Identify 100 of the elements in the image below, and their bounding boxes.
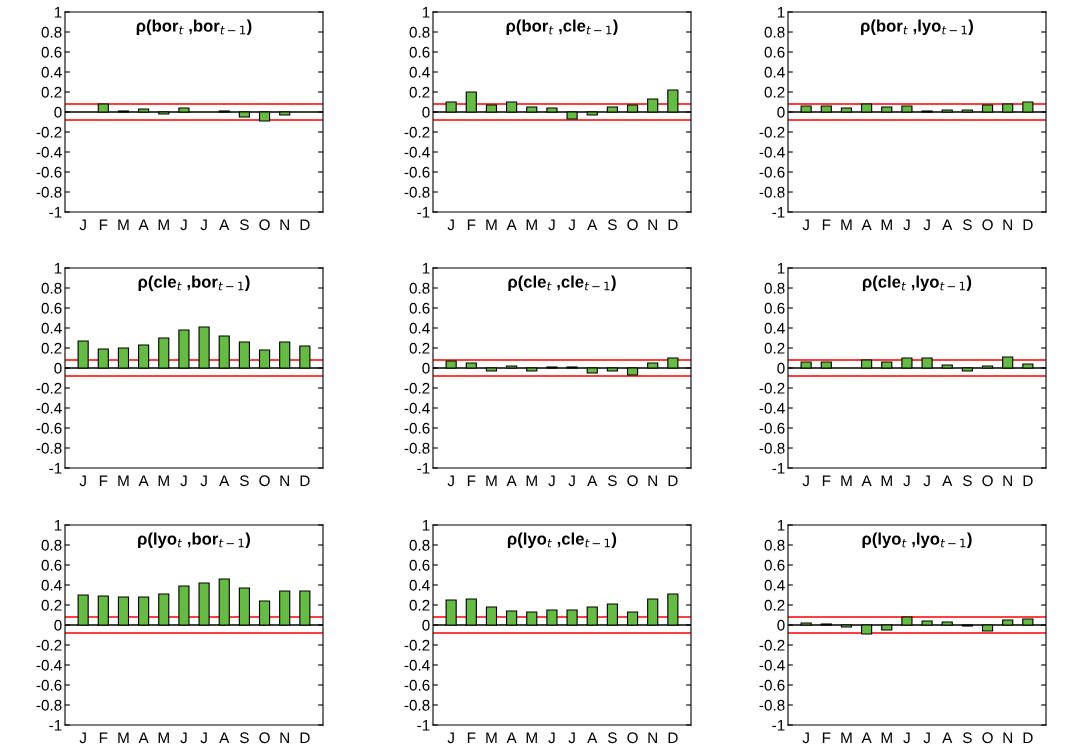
- x-tick-label: N: [280, 732, 289, 744]
- y-tick-label: -0.4: [759, 659, 785, 671]
- x-tick-label: A: [587, 219, 598, 231]
- chart-title: ρ(lyo$_{t}$ ,cle$_{t−1}$): [507, 532, 617, 549]
- y-tick-label: 0.2: [764, 86, 785, 98]
- x-tick-label: J: [568, 219, 575, 231]
- y-tick-label: -0.6: [36, 166, 62, 178]
- x-tick-label: M: [841, 732, 852, 744]
- y-tick-label: 0.2: [764, 342, 785, 354]
- chart-title: ρ(lyo$_{t}$ ,bor$_{t−1}$): [138, 532, 250, 549]
- y-tick-label: -0.2: [404, 126, 430, 138]
- x-tick-label: A: [506, 732, 517, 744]
- x-tick-label: A: [942, 475, 953, 487]
- y-tick-label: -1: [772, 207, 785, 218]
- y-tick-label: 0.2: [41, 599, 62, 611]
- x-tick-label: N: [648, 475, 657, 487]
- y-tick-label: -0.8: [36, 186, 62, 198]
- y-tick-label: -0.2: [759, 639, 785, 651]
- y-tick-label: 0.2: [41, 86, 62, 98]
- x-tick-label: F: [99, 475, 108, 487]
- y-tick-label: 1: [777, 520, 785, 531]
- x-tick-label: M: [118, 219, 129, 231]
- y-tick-label: 1: [54, 520, 62, 531]
- y-tick-label: -0.6: [759, 679, 785, 691]
- y-tick-label: 0: [422, 362, 430, 374]
- x-tick-label: D: [668, 219, 678, 231]
- x-tick-label: M: [118, 475, 129, 487]
- y-tick-label: 0: [777, 106, 785, 118]
- y-tick-label: 0.8: [409, 26, 430, 38]
- y-tick-label: -0.6: [759, 166, 785, 178]
- x-tick-label: J: [180, 732, 187, 744]
- y-tick-label: -0.4: [404, 659, 430, 671]
- y-tick-label: 0.4: [41, 579, 62, 591]
- x-tick-label: N: [1003, 732, 1012, 744]
- x-tick-label: S: [607, 475, 617, 487]
- x-tick-label: J: [447, 475, 454, 487]
- x-tick-label: J: [180, 475, 187, 487]
- x-tick-label: J: [79, 475, 86, 487]
- y-tick-label: -1: [49, 207, 62, 218]
- y-tick-label: -0.6: [404, 422, 430, 434]
- x-tick-label: D: [1023, 475, 1033, 487]
- x-tick-label: M: [486, 475, 497, 487]
- x-tick-label: J: [923, 732, 930, 744]
- x-tick-label: O: [982, 475, 993, 487]
- x-tick-label: D: [668, 475, 678, 487]
- x-tick-label: A: [587, 732, 598, 744]
- y-tick-label: -0.4: [404, 402, 430, 414]
- x-tick-label: A: [138, 219, 149, 231]
- chart-title: ρ(lyo$_{t}$ ,lyo$_{t−1}$): [862, 532, 972, 549]
- y-tick-label: 0.4: [409, 66, 430, 78]
- y-tick-label: -0.4: [36, 402, 62, 414]
- x-tick-label: J: [923, 475, 930, 487]
- y-tick-label: 0.4: [409, 579, 430, 591]
- x-tick-label: O: [627, 475, 638, 487]
- x-tick-label: S: [962, 475, 972, 487]
- y-tick-label: 0.2: [41, 342, 62, 354]
- y-tick-label: 0.6: [409, 46, 430, 58]
- y-tick-label: 0.8: [41, 539, 62, 551]
- x-tick-label: J: [447, 732, 454, 744]
- x-tick-label: S: [239, 219, 249, 231]
- x-tick-label: S: [607, 732, 617, 744]
- y-tick-label: 0.4: [764, 66, 785, 78]
- y-tick-label: -0.4: [36, 659, 62, 671]
- y-tick-label: -0.2: [759, 382, 785, 394]
- chart-title: ρ(cle$_{t}$ ,bor$_{t−1}$): [138, 275, 250, 292]
- y-tick-label: 0.2: [409, 342, 430, 354]
- y-tick-label: -0.4: [759, 402, 785, 414]
- y-tick-label: -0.2: [36, 126, 62, 138]
- x-tick-label: M: [118, 732, 129, 744]
- x-tick-label: A: [506, 475, 517, 487]
- y-tick-label: -0.8: [759, 699, 785, 711]
- y-tick-label: 0.4: [41, 66, 62, 78]
- y-tick-label: 0.6: [41, 559, 62, 571]
- y-tick-label: 0: [54, 362, 62, 374]
- x-tick-label: M: [158, 475, 169, 487]
- x-tick-label: J: [447, 219, 454, 231]
- y-tick-label: 0.2: [764, 599, 785, 611]
- x-tick-label: A: [942, 219, 953, 231]
- x-tick-label: D: [1023, 219, 1033, 231]
- x-tick-label: J: [802, 475, 809, 487]
- y-tick-label: -0.2: [36, 382, 62, 394]
- y-tick-label: 0: [422, 106, 430, 118]
- chart-title: ρ(bor$_{t}$ ,lyo$_{t−1}$): [861, 19, 973, 36]
- x-tick-label: J: [548, 732, 555, 744]
- y-tick-label: -1: [772, 463, 785, 474]
- x-tick-label: A: [861, 732, 872, 744]
- x-tick-label: J: [79, 732, 86, 744]
- x-tick-label: D: [300, 732, 310, 744]
- y-tick-label: -0.6: [36, 679, 62, 691]
- x-tick-label: M: [841, 475, 852, 487]
- x-tick-label: F: [467, 219, 476, 231]
- y-tick-label: -1: [49, 463, 62, 474]
- x-tick-label: J: [200, 475, 207, 487]
- x-tick-label: S: [962, 732, 972, 744]
- y-tick-label: 0: [422, 619, 430, 631]
- x-tick-label: M: [486, 219, 497, 231]
- y-tick-label: -1: [417, 207, 430, 218]
- x-tick-label: D: [668, 732, 678, 744]
- y-tick-label: -0.8: [404, 186, 430, 198]
- y-tick-label: 0.8: [409, 539, 430, 551]
